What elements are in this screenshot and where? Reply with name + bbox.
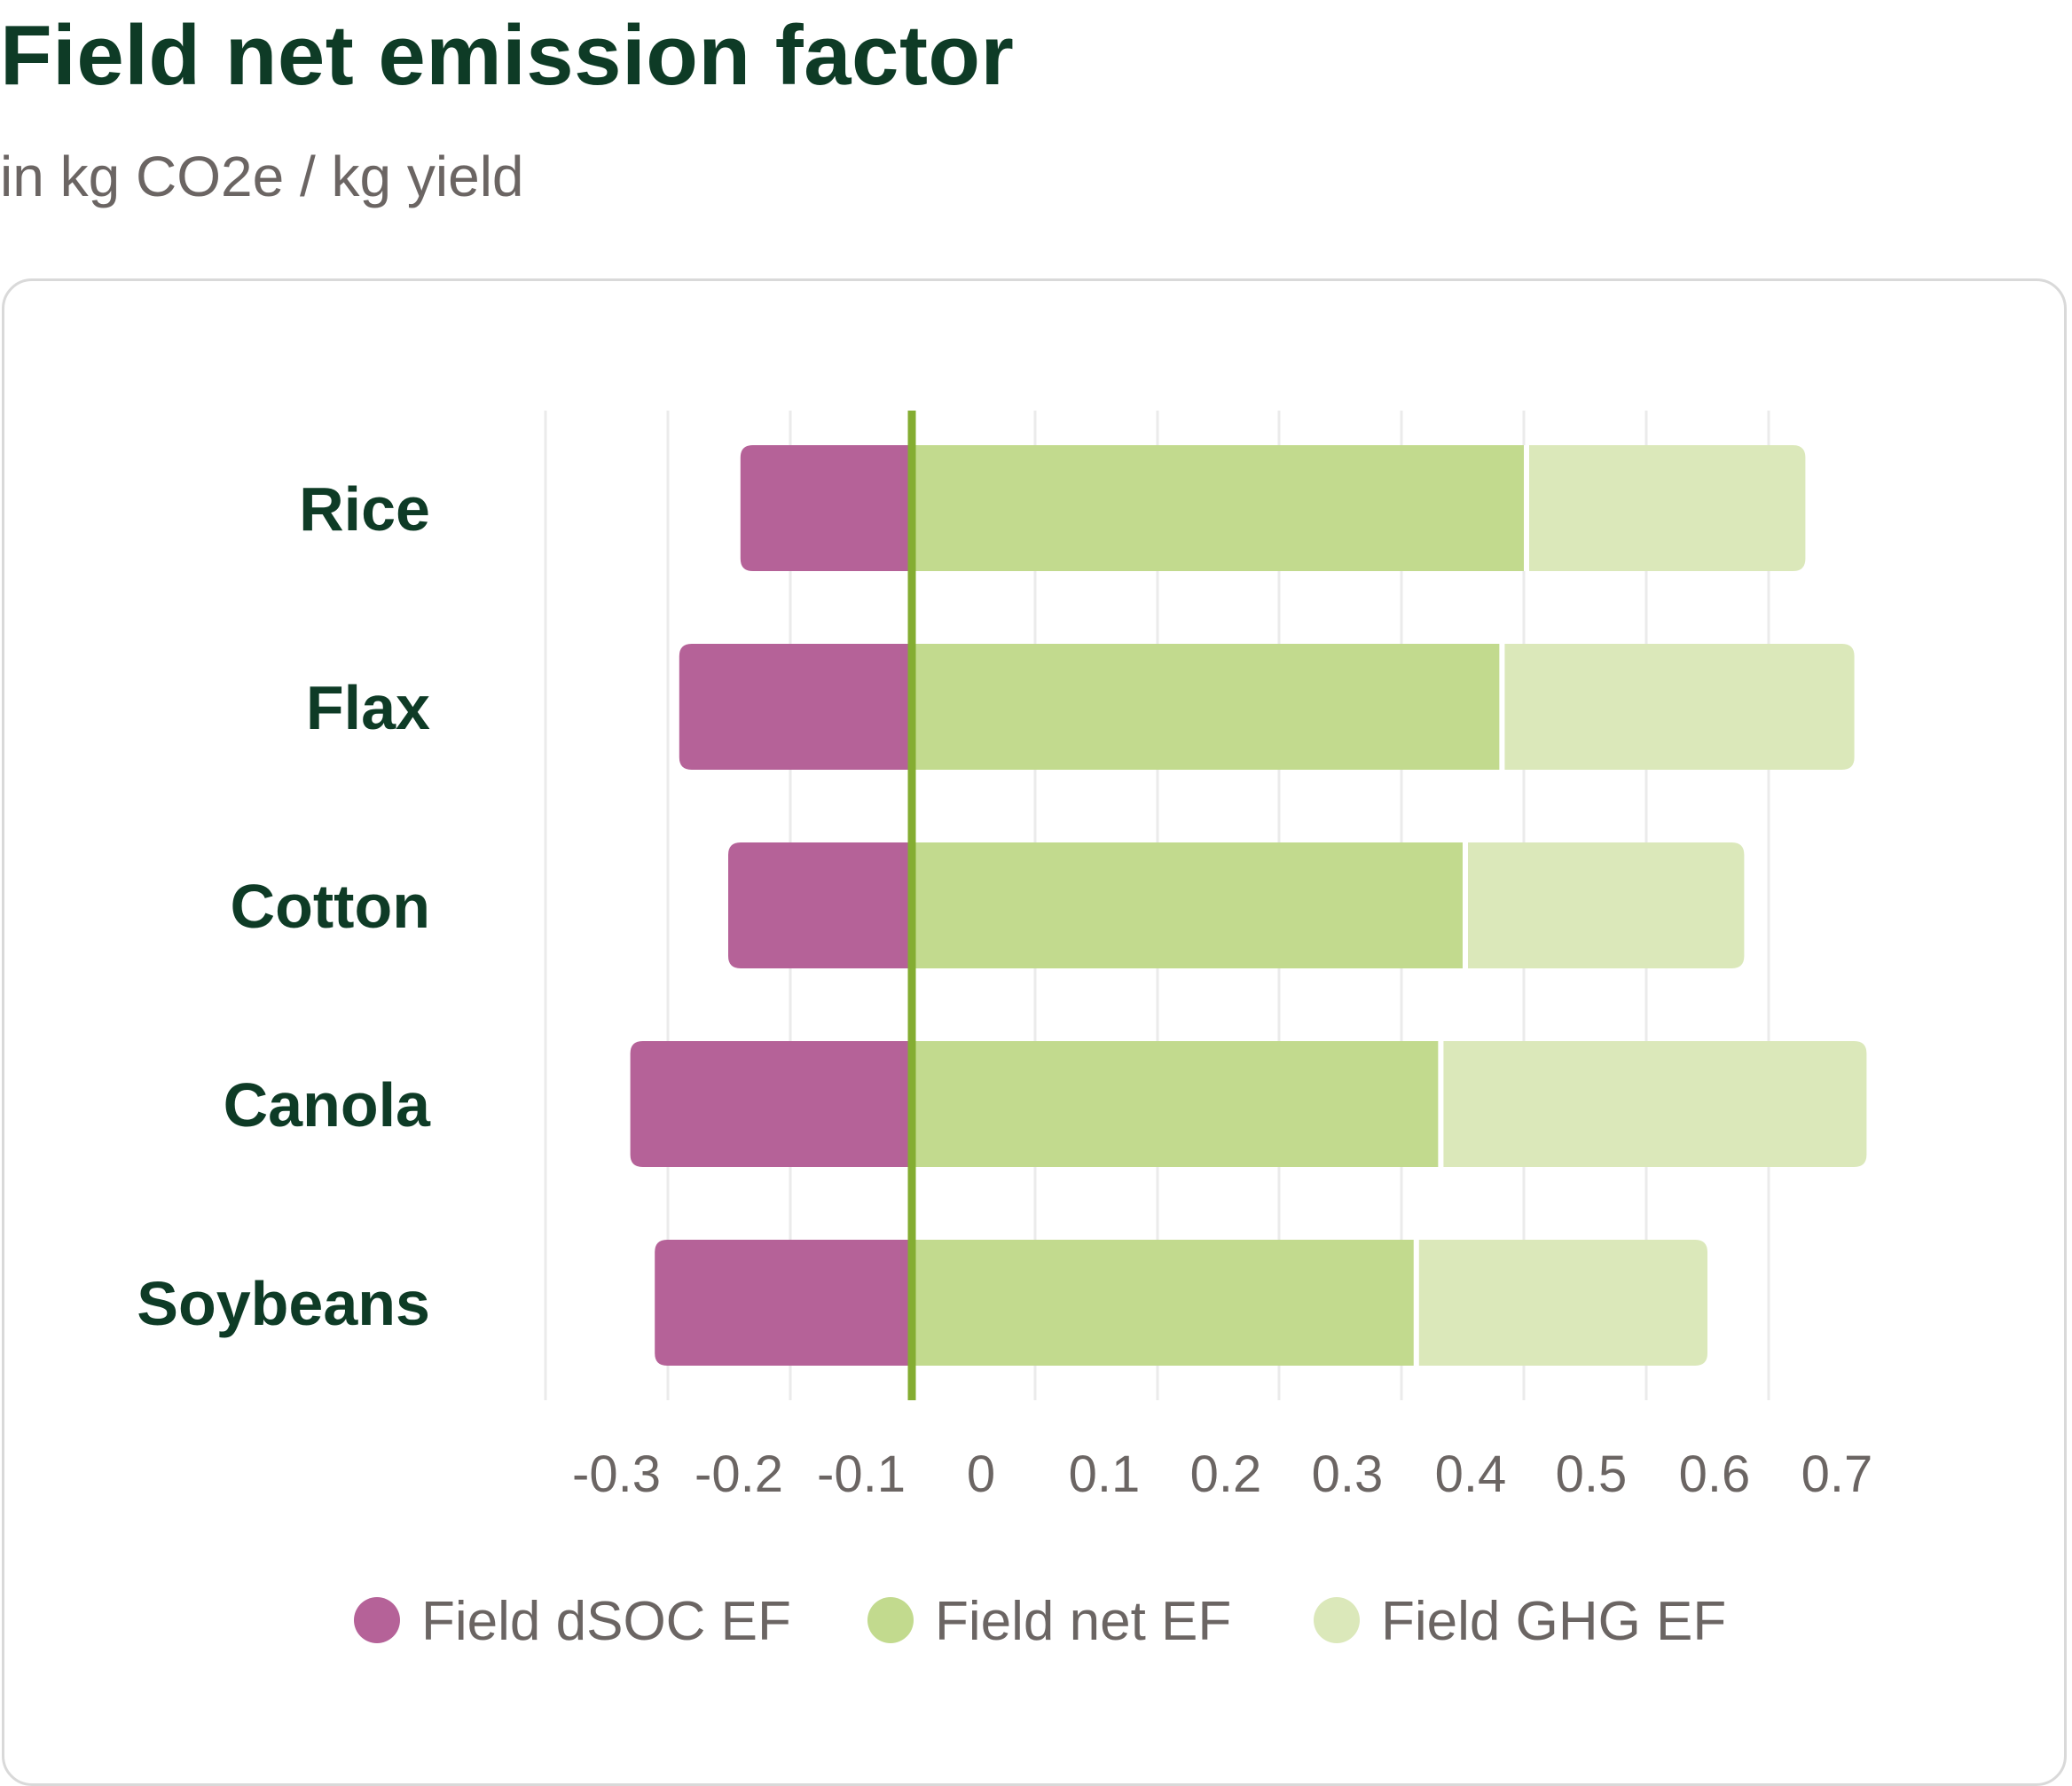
x-tick-label: 0.4 (1435, 1445, 1507, 1503)
category-label: Flax (306, 673, 430, 742)
bar-field-dsoc-ef[interactable] (740, 445, 912, 571)
legend-label: Field dSOC EF (421, 1591, 791, 1652)
chart-card: Rice Flax Cotton Canola Soybeans -0.3 -0.2 -0.1… (2, 278, 2067, 1786)
legend-label: Field GHG EF (1381, 1591, 1726, 1652)
bar-field-net-ef[interactable] (912, 1240, 1414, 1366)
legend-swatch (354, 1597, 400, 1643)
bar-field-dsoc-ef[interactable] (630, 1041, 912, 1167)
x-tick-label: 0.2 (1190, 1445, 1262, 1503)
legend-swatch (867, 1597, 914, 1643)
chart-subtitle: in kg CO2e / kg yield (0, 145, 524, 208)
legend-label: Field net EF (935, 1591, 1231, 1652)
category-label: Rice (299, 474, 430, 544)
x-tick-label: -0.3 (572, 1445, 661, 1503)
bar-field-dsoc-ef[interactable] (728, 842, 912, 968)
x-tick-label: 0.1 (1069, 1445, 1141, 1503)
bar-field-dsoc-ef[interactable] (655, 1240, 912, 1366)
category-label: Soybeans (137, 1269, 430, 1338)
x-tick-label: 0.3 (1312, 1445, 1384, 1503)
category-label: Cotton (231, 872, 430, 941)
x-tick-label: 0.7 (1801, 1445, 1873, 1503)
bar-field-net-ef[interactable] (912, 1041, 1439, 1167)
bar-chart: Rice Flax Cotton Canola Soybeans -0.3 -0.2 -0.1… (137, 411, 1873, 1652)
bar-field-net-ef[interactable] (912, 445, 1524, 571)
x-tick-label: -0.2 (695, 1445, 783, 1503)
legend-swatch (1314, 1597, 1360, 1643)
chart-title: Field net emission factor (0, 8, 1015, 103)
x-tick-label: 0.5 (1556, 1445, 1628, 1503)
bar-field-net-ef[interactable] (912, 644, 1500, 770)
bar-field-net-ef[interactable] (912, 842, 1463, 968)
x-tick-label: 0 (967, 1445, 995, 1503)
category-label: Canola (224, 1070, 431, 1140)
bar-field-dsoc-ef[interactable] (679, 644, 912, 770)
x-tick-label: 0.6 (1679, 1445, 1751, 1503)
x-tick-label: -0.1 (817, 1445, 906, 1503)
